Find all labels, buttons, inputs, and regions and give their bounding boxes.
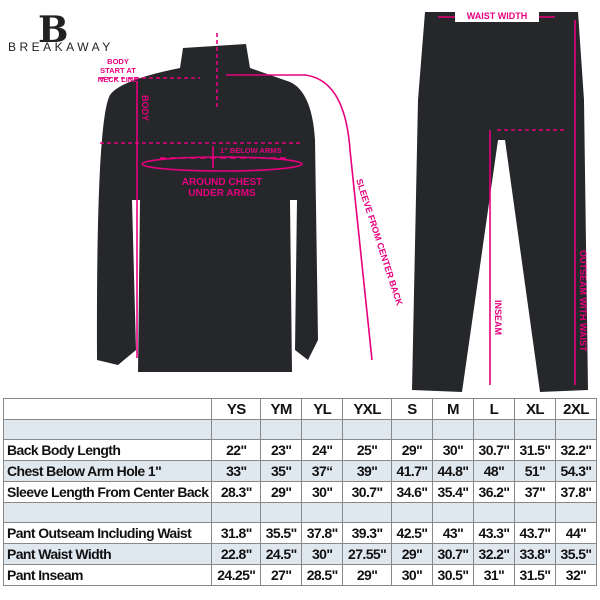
body-start-label: BODY START AT NECK LINE (98, 57, 138, 84)
measurement-cell: 22.8" (211, 543, 262, 565)
measurement-cell: 33.8" (513, 543, 556, 565)
measurement-cell: 32" (554, 564, 598, 586)
body-label: BODY (140, 95, 150, 121)
spacer-row (2, 419, 598, 440)
measurement-cell: 24" (301, 439, 344, 461)
measurement-cell: 32.2" (554, 439, 598, 461)
measurement-cell: 33" (211, 460, 262, 482)
size-header: YM (260, 398, 303, 420)
size-header: M (431, 398, 474, 420)
table-row: Pant Inseam 24.25" 27" 28.5" 29" 30" 30.5" 31" 3… (2, 564, 598, 586)
row-label: Sleeve Length From Center Back (2, 481, 213, 503)
measurement-cell: 31.8" (211, 522, 262, 544)
measurement-cell: 25" (342, 439, 392, 461)
row-label: Chest Below Arm Hole 1" (2, 460, 213, 482)
size-header: XL (513, 398, 556, 420)
measurement-cell: 29" (390, 543, 433, 565)
row-label: Pant Waist Width (2, 543, 213, 565)
measurement-cell: 42.5" (390, 522, 433, 544)
measurement-cell: 27" (260, 564, 303, 586)
measurement-cell: 31.5" (513, 564, 556, 586)
measurement-cell: 43.3" (472, 522, 515, 544)
measurement-cell: 44" (554, 522, 598, 544)
measurement-cell: 37.8" (301, 522, 344, 544)
size-header-row: YS YM YL YXL S M L XL 2XL (2, 398, 598, 420)
measurement-cell: 24.25" (211, 564, 262, 586)
size-header: YS (211, 398, 262, 420)
measurement-cell: 30" (390, 564, 433, 586)
size-header: 2XL (554, 398, 598, 420)
measurement-cell: 30" (301, 543, 344, 565)
inseam-label: INSEAM (493, 300, 503, 335)
measurement-cell: 30.7" (342, 481, 392, 503)
header-blank (2, 398, 213, 420)
brand-name: BREAKAWAY (8, 40, 114, 54)
measurement-cell: 35" (260, 460, 303, 482)
measurement-cell: 35.4" (431, 481, 474, 503)
size-header: L (472, 398, 515, 420)
measurement-cell: 32.2" (472, 543, 515, 565)
measurement-cell: 34.6" (390, 481, 433, 503)
measurement-cell: 29" (390, 439, 433, 461)
table-row: Pant Waist Width 22.8" 24.5" 30" 27.55" 29" 30… (2, 543, 598, 565)
measurement-cell: 27.55" (342, 543, 392, 565)
table-row: Sleeve Length From Center Back 28.3" 29" 30… (2, 481, 598, 503)
size-chart-table: YS YM YL YXL S M L XL 2XL Back Body Leng… (2, 398, 598, 586)
measurement-cell: 44.8" (431, 460, 474, 482)
table-row: Back Body Length 22" 23" 24" 25" 29" 30" 30.7" 3… (2, 439, 598, 461)
garment-illustration: BODY START AT NECK LINE BODY 1" BELOW ARMS… (96, 9, 588, 392)
measurement-cell: 30.7" (431, 543, 474, 565)
jacket (96, 44, 318, 372)
table-row: Pant Outseam Including Waist 31.8" 35.5" 37… (2, 522, 598, 544)
size-header: YXL (342, 398, 392, 420)
row-label: Back Body Length (2, 439, 213, 461)
outseam-label: OUTSEAM WITH WAIST (578, 250, 588, 352)
measurement-cell: 24.5" (260, 543, 303, 565)
row-label: Pant Inseam (2, 564, 213, 586)
measurement-cell: 37“ (301, 460, 344, 482)
measurement-cell: 30.5" (431, 564, 474, 586)
measurement-cell: 29" (342, 564, 392, 586)
measurement-cell: 51" (513, 460, 556, 482)
around-chest-label: AROUND CHEST UNDER ARMS (182, 177, 263, 199)
measurement-cell: 22" (211, 439, 262, 461)
row-label: Pant Outseam Including Waist (2, 522, 213, 544)
measurement-cell: 35.5" (260, 522, 303, 544)
spacer-row (2, 502, 598, 523)
measurement-cell: 39.3" (342, 522, 392, 544)
measurement-cell: 30" (431, 439, 474, 461)
measurement-cell: 31.5" (513, 439, 556, 461)
measurement-cell: 30.7" (472, 439, 515, 461)
measurement-cell: 48" (472, 460, 515, 482)
sleeve-label: SLEEVE FROM CENTER BACK (354, 178, 405, 308)
measurement-cell: 35.5" (554, 543, 598, 565)
waist-width-label: WAIST WIDTH (467, 11, 528, 21)
measurement-cell: 36.2" (472, 481, 515, 503)
measurement-cell: 41.7" (390, 460, 433, 482)
table-row: Chest Below Arm Hole 1" 33" 35" 37“ 39" 41.7"… (2, 460, 598, 482)
measurement-cell: 43" (431, 522, 474, 544)
measurement-cell: 37.8" (554, 481, 598, 503)
measurement-cell: 28.5" (301, 564, 344, 586)
measurement-cell: 39" (342, 460, 392, 482)
measurement-cell: 31" (472, 564, 515, 586)
measurement-cell: 28.3" (211, 481, 262, 503)
measurement-cell: 54.3" (554, 460, 598, 482)
below-arms-label: 1" BELOW ARMS (220, 146, 282, 155)
pants (412, 12, 588, 392)
measurement-cell: 43.7" (513, 522, 556, 544)
brand-logo-mark: B (38, 9, 69, 51)
measurement-cell: 37" (513, 481, 556, 503)
size-header: S (390, 398, 433, 420)
measurement-cell: 30" (301, 481, 344, 503)
size-header: YL (301, 398, 344, 420)
measurement-cell: 29" (260, 481, 303, 503)
measurement-cell: 23" (260, 439, 303, 461)
